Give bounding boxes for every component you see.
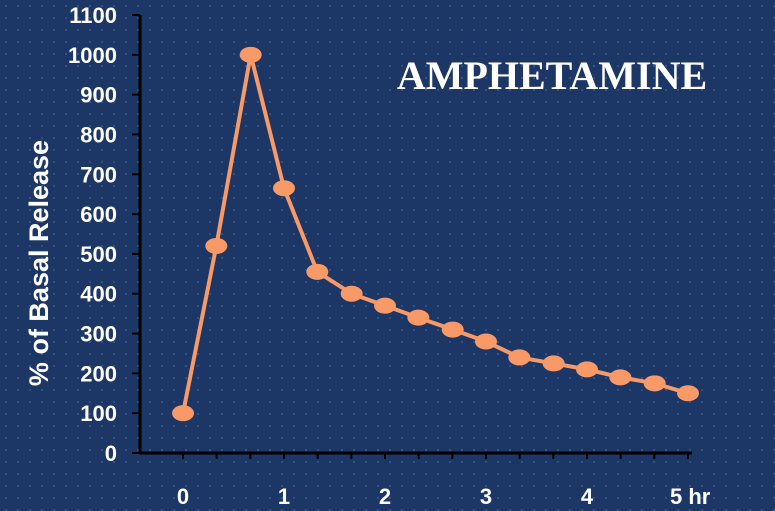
data-point <box>542 355 565 372</box>
y-tick-label: 100 <box>80 401 117 426</box>
x-tick-label: 2 <box>379 484 391 509</box>
y-tick-label: 500 <box>80 242 117 267</box>
data-point <box>407 309 430 326</box>
data-point <box>374 297 396 314</box>
x-tick-label: 3 <box>480 484 492 509</box>
series-line <box>181 52 689 414</box>
x-tick-label: 0 <box>177 484 189 509</box>
y-axis-title: % of Basal Release <box>24 140 54 386</box>
x-tick-labels: 0 1 2 3 4 5 hr <box>177 484 711 509</box>
data-point <box>273 180 295 197</box>
data-series <box>172 46 699 422</box>
data-point <box>475 333 497 350</box>
data-point <box>508 349 531 366</box>
data-point <box>441 321 464 338</box>
axes <box>132 14 692 459</box>
y-tick-label: 900 <box>80 83 117 108</box>
data-point <box>306 263 329 280</box>
data-point <box>677 385 699 402</box>
y-tick-label: 400 <box>80 282 117 307</box>
x-tick-label: 4 <box>581 484 594 509</box>
chart-title: AMPHETAMINE <box>397 53 707 98</box>
data-point <box>239 46 262 63</box>
x-tick-label: 1 <box>278 484 290 509</box>
data-point <box>205 237 228 254</box>
y-tick-label: 300 <box>80 322 117 347</box>
y-tick-label: 800 <box>80 122 117 147</box>
data-point <box>576 361 598 378</box>
data-point <box>609 369 632 386</box>
y-tick-label: 700 <box>80 162 117 187</box>
y-tick-label: 200 <box>80 361 117 386</box>
y-tick-labels: 0 100 200 300 400 500 600 700 800 900 1000 1100 <box>68 3 117 466</box>
y-tick-label: 1000 <box>68 43 117 68</box>
x-tick-label: 5 hr <box>670 484 711 509</box>
y-tick-label: 600 <box>80 202 117 227</box>
y-tick-label: 0 <box>105 441 117 466</box>
data-point <box>172 405 194 422</box>
y-tick-label: 1100 <box>69 3 117 28</box>
data-point <box>643 375 666 392</box>
data-point <box>340 285 363 302</box>
